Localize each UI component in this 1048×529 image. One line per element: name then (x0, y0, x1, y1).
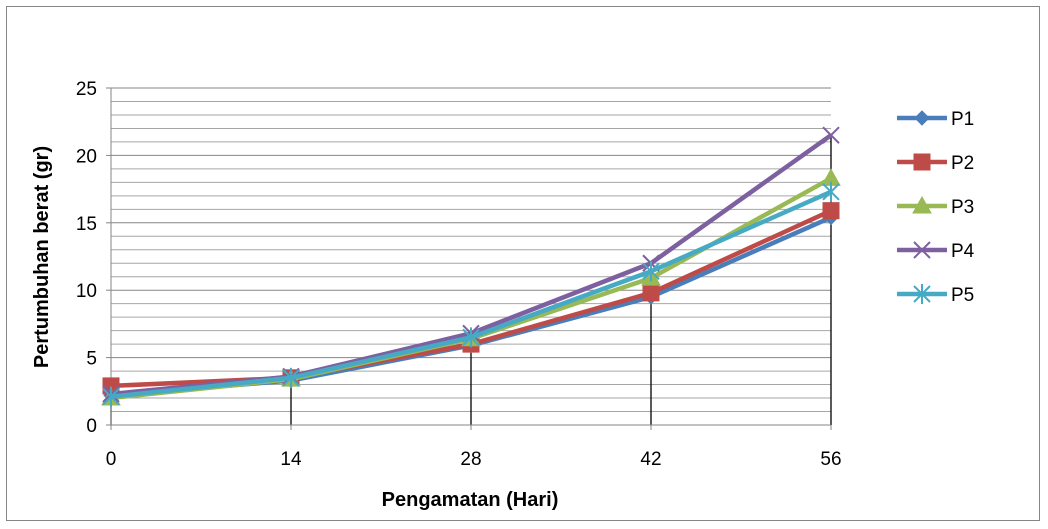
data-point-p4 (822, 126, 840, 144)
axes: 0 5 10 15 20 25 0 14 28 42 56 (76, 79, 842, 470)
legend-marker (914, 110, 930, 126)
x-tick-label: 0 (106, 449, 117, 470)
y-tick-label: 20 (76, 146, 97, 167)
y-tick-label: 15 (76, 214, 97, 235)
data-point-p2 (822, 202, 840, 220)
legend-item-p5: P5 (897, 284, 974, 306)
y-tick-label: 25 (76, 79, 97, 100)
y-axis-title: Pertumbuhan berat (gr) (31, 146, 53, 368)
legend-item-p2: P2 (897, 153, 974, 174)
marker-stroke (913, 241, 931, 259)
legend-marker (913, 284, 931, 304)
legend-item-p3: P3 (897, 195, 974, 218)
legend-marker (913, 241, 931, 259)
legend-item-p4: P4 (897, 241, 975, 262)
y-tick-label: 0 (86, 416, 97, 437)
series-group (101, 126, 841, 407)
series-p5 (102, 181, 840, 407)
x-tick-label: 56 (820, 449, 841, 470)
data-point-p5 (102, 386, 120, 407)
gridlines (111, 87, 831, 413)
x-tick-label: 14 (280, 449, 302, 470)
legend-label: P3 (951, 197, 974, 218)
y-tick-label: 5 (86, 349, 97, 370)
data-point-p2 (642, 284, 660, 302)
data-point-p5 (282, 367, 300, 388)
x-tick-label: 42 (640, 449, 661, 470)
legend: P1 P2 P3 P4 P5 (897, 109, 975, 306)
legend-marker (913, 153, 931, 171)
marker-stroke (822, 126, 840, 144)
legend-marker (912, 195, 932, 214)
data-point-p5 (642, 261, 660, 282)
legend-label: P2 (951, 153, 974, 174)
x-axis-title: Pengamatan (Hari) (382, 489, 559, 511)
legend-item-p1: P1 (897, 109, 974, 130)
data-point-p5 (462, 327, 480, 348)
legend-label: P1 (951, 109, 974, 130)
x-tick-label: 28 (460, 449, 481, 470)
y-tick-label: 10 (76, 281, 97, 302)
legend-label: P5 (951, 285, 974, 306)
legend-label: P4 (951, 241, 975, 262)
data-point-p5 (822, 181, 840, 202)
